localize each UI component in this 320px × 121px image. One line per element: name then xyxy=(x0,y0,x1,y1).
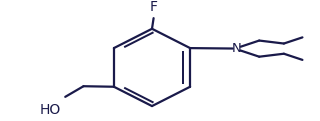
Text: N: N xyxy=(232,42,241,55)
Text: HO: HO xyxy=(40,103,61,117)
Text: F: F xyxy=(150,0,157,14)
